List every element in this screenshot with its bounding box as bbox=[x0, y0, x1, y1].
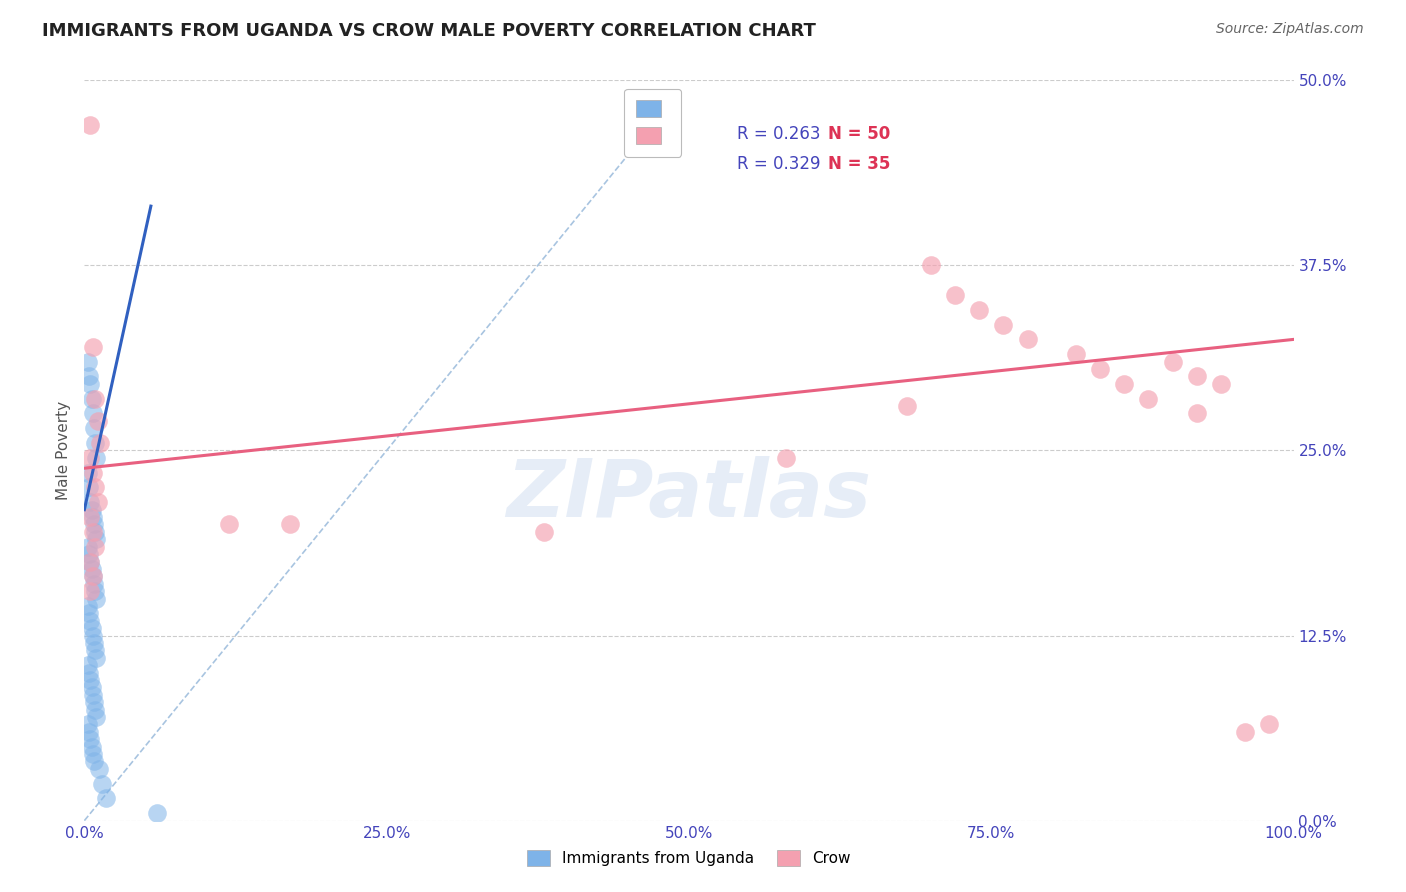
Point bbox=[84, 540, 107, 554]
Point bbox=[77, 665, 100, 680]
Point bbox=[84, 392, 107, 406]
Point bbox=[967, 302, 990, 317]
Point bbox=[77, 724, 100, 739]
Point bbox=[83, 755, 105, 769]
Point bbox=[775, 450, 797, 465]
Text: R = 0.263: R = 0.263 bbox=[737, 126, 820, 144]
Point bbox=[84, 436, 107, 450]
Point bbox=[1258, 717, 1281, 731]
Text: N = 35: N = 35 bbox=[828, 155, 890, 173]
Point bbox=[77, 599, 100, 613]
Point bbox=[86, 650, 108, 665]
Point bbox=[82, 524, 104, 539]
Point bbox=[1161, 354, 1184, 368]
Point bbox=[79, 584, 101, 599]
Point bbox=[80, 392, 103, 406]
Point bbox=[79, 376, 101, 391]
Point bbox=[84, 480, 107, 494]
Point bbox=[84, 643, 107, 657]
Point bbox=[83, 421, 105, 435]
Point bbox=[79, 555, 101, 569]
Point bbox=[86, 414, 108, 428]
Point bbox=[83, 576, 105, 591]
Point bbox=[943, 288, 966, 302]
Text: R = 0.329: R = 0.329 bbox=[737, 155, 820, 173]
Point bbox=[94, 791, 117, 805]
Point bbox=[1185, 407, 1208, 421]
Point bbox=[82, 628, 104, 642]
Point bbox=[83, 517, 105, 532]
Point bbox=[86, 710, 108, 724]
Point bbox=[82, 407, 104, 421]
Point bbox=[82, 688, 104, 702]
Point bbox=[1114, 376, 1136, 391]
Point bbox=[77, 369, 100, 384]
Point bbox=[89, 436, 111, 450]
Point bbox=[86, 533, 108, 547]
Point bbox=[1234, 724, 1257, 739]
Point bbox=[77, 480, 100, 494]
Point bbox=[80, 621, 103, 635]
Legend: Immigrants from Uganda, Crow: Immigrants from Uganda, Crow bbox=[520, 844, 858, 872]
Point bbox=[77, 658, 100, 673]
Point bbox=[1209, 376, 1232, 391]
Point bbox=[77, 717, 100, 731]
Point bbox=[80, 739, 103, 754]
Point bbox=[896, 399, 918, 413]
Point bbox=[1017, 332, 1039, 346]
Point bbox=[146, 806, 169, 821]
Point bbox=[80, 681, 103, 695]
Point bbox=[80, 562, 103, 576]
Point bbox=[77, 547, 100, 561]
Point bbox=[77, 607, 100, 621]
Point bbox=[83, 636, 105, 650]
Point bbox=[79, 673, 101, 687]
Point bbox=[1064, 347, 1087, 361]
Point bbox=[1088, 362, 1111, 376]
Point bbox=[79, 495, 101, 509]
Point bbox=[79, 450, 101, 465]
Text: ZIPatlas: ZIPatlas bbox=[506, 456, 872, 534]
Point bbox=[82, 510, 104, 524]
Point bbox=[84, 584, 107, 599]
Point bbox=[1185, 369, 1208, 384]
Point bbox=[77, 540, 100, 554]
Point bbox=[82, 747, 104, 761]
Point bbox=[82, 466, 104, 480]
Point bbox=[83, 695, 105, 709]
Text: IMMIGRANTS FROM UGANDA VS CROW MALE POVERTY CORRELATION CHART: IMMIGRANTS FROM UGANDA VS CROW MALE POVE… bbox=[42, 22, 815, 40]
Point bbox=[86, 450, 108, 465]
Point bbox=[278, 517, 301, 532]
Point bbox=[77, 354, 100, 368]
Point bbox=[920, 259, 942, 273]
Point bbox=[82, 569, 104, 583]
Point bbox=[84, 703, 107, 717]
Point bbox=[533, 524, 555, 539]
Point bbox=[79, 118, 101, 132]
Point bbox=[82, 340, 104, 354]
Y-axis label: Male Poverty: Male Poverty bbox=[56, 401, 72, 500]
Point bbox=[1137, 392, 1160, 406]
Point bbox=[993, 318, 1015, 332]
Point bbox=[86, 591, 108, 606]
Point bbox=[79, 510, 101, 524]
Point bbox=[218, 517, 240, 532]
Point bbox=[91, 776, 114, 791]
Point bbox=[86, 495, 108, 509]
Point bbox=[79, 732, 101, 747]
Point bbox=[77, 466, 100, 480]
Text: Source: ZipAtlas.com: Source: ZipAtlas.com bbox=[1216, 22, 1364, 37]
Point bbox=[80, 502, 103, 516]
Text: N = 50: N = 50 bbox=[828, 126, 890, 144]
Point bbox=[79, 614, 101, 628]
Point bbox=[84, 524, 107, 539]
Point bbox=[79, 555, 101, 569]
Point bbox=[82, 569, 104, 583]
Point bbox=[87, 762, 110, 776]
